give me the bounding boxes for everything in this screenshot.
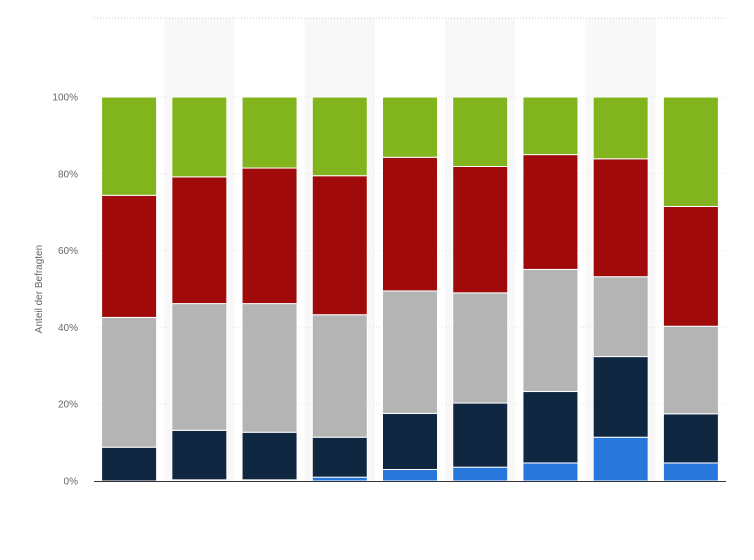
y-tick-label: 60% <box>58 246 78 257</box>
bar-segment-5[interactable] <box>382 96 438 158</box>
bar-segment-5[interactable] <box>171 96 228 178</box>
y-tick-label: 40% <box>58 323 78 334</box>
bar-segment-5[interactable] <box>592 96 649 160</box>
bar-segment-2[interactable] <box>101 446 158 482</box>
bar-segment-2[interactable] <box>662 413 719 464</box>
bar-segment-2[interactable] <box>592 356 649 438</box>
bar-segment-4[interactable] <box>382 156 438 292</box>
bar-segment-4[interactable] <box>452 166 509 294</box>
bar-segment-2[interactable] <box>241 431 298 481</box>
bars <box>101 96 719 482</box>
bar-segment-3[interactable] <box>382 290 438 414</box>
y-axis-title: Anteil der Befragten <box>34 245 45 333</box>
bar-segment-2[interactable] <box>452 402 509 468</box>
bar-segment-3[interactable] <box>662 325 719 415</box>
bar-segment-1[interactable] <box>662 462 719 482</box>
bar-segment-1[interactable] <box>452 466 509 482</box>
bar-segment-5[interactable] <box>662 96 719 207</box>
bar-segment-5[interactable] <box>311 96 368 177</box>
y-tick-label: 100% <box>52 93 78 104</box>
bar-segment-3[interactable] <box>311 314 368 438</box>
bar-segment-4[interactable] <box>592 158 649 278</box>
bar-segment-3[interactable] <box>452 292 509 404</box>
bar-segment-5[interactable] <box>522 96 579 156</box>
bar-segment-5[interactable] <box>101 96 158 196</box>
bar-segment-1[interactable] <box>592 436 649 482</box>
bar-segment-2[interactable] <box>171 429 228 481</box>
bar-segment-1[interactable] <box>311 476 368 482</box>
bar-segment-4[interactable] <box>662 205 719 327</box>
y-tick-label: 20% <box>58 400 78 411</box>
bar-segment-1[interactable] <box>522 462 579 482</box>
bar-segment-2[interactable] <box>522 391 579 464</box>
bar-segment-3[interactable] <box>592 276 649 358</box>
bar-segment-5[interactable] <box>452 96 509 168</box>
bar-segment-3[interactable] <box>101 316 158 448</box>
bar-segment-4[interactable] <box>241 167 298 305</box>
bar-segment-2[interactable] <box>311 436 368 478</box>
bar-segment-4[interactable] <box>171 176 228 305</box>
y-axis-tick-labels: 0% 20% 40% 60% 80% 100% <box>52 93 78 488</box>
bar-segment-2[interactable] <box>382 412 438 470</box>
y-tick-label: 0% <box>64 477 79 488</box>
bar-segment-4[interactable] <box>101 194 158 318</box>
bar-segment-5[interactable] <box>241 96 298 169</box>
bar-segment-1[interactable] <box>382 468 438 482</box>
bar-segment-4[interactable] <box>522 154 579 270</box>
bar-segment-3[interactable] <box>241 303 298 433</box>
bar-segment-4[interactable] <box>311 175 368 316</box>
bar-segment-3[interactable] <box>522 268 579 393</box>
y-tick-label: 80% <box>58 169 78 180</box>
bar-segment-3[interactable] <box>171 303 228 431</box>
